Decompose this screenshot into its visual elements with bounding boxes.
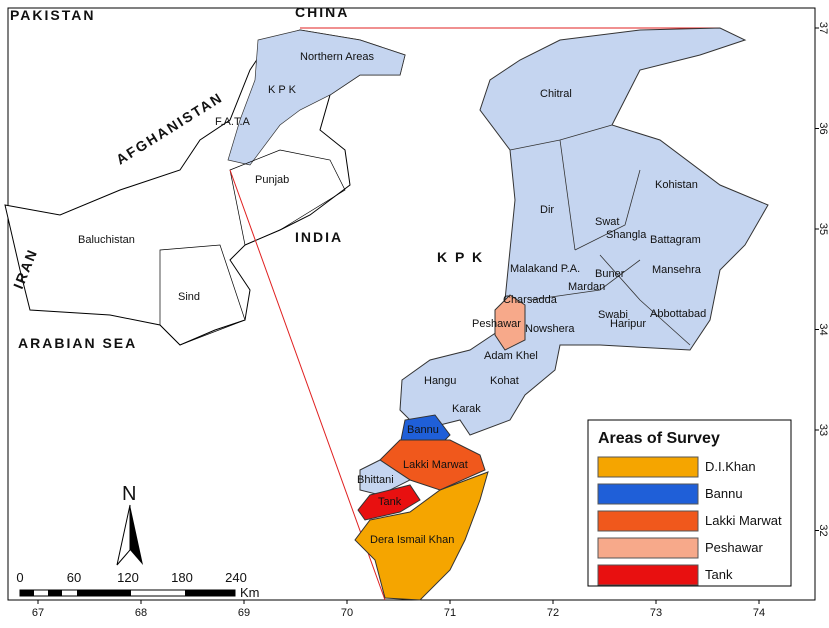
district-label: Bannu [407, 424, 439, 436]
legend-label: Tank [705, 567, 733, 582]
legend-label: Lakki Marwat [705, 513, 782, 528]
scale-bar [185, 590, 235, 596]
scale-unit: Km [240, 585, 260, 600]
district-label: Dir [540, 204, 554, 216]
legend-swatch [597, 564, 699, 586]
district-label: Haripur [610, 318, 646, 330]
scale-tick-label: 120 [117, 570, 139, 585]
inset-label: Northern Areas [300, 51, 374, 63]
legend-swatch [597, 456, 699, 478]
north-arrow [130, 505, 143, 565]
legend-label: D.I.Khan [705, 459, 756, 474]
longitude-label: 68 [135, 607, 147, 619]
inset-label: Baluchistan [78, 234, 135, 246]
scale-bar [20, 590, 34, 596]
kpk-region [399, 27, 769, 436]
legend-title: Areas of Survey [598, 430, 720, 447]
district-label: Charsadda [503, 294, 558, 306]
legend-label: Bannu [705, 486, 743, 501]
scale-tick-label: 60 [67, 570, 81, 585]
sind-outline [159, 244, 246, 346]
inset-label: PAKISTAN [10, 7, 95, 23]
legend-swatch [597, 537, 699, 559]
longitude-label: 71 [444, 607, 456, 619]
north-arrow [116, 504, 131, 566]
survey-area [494, 294, 526, 351]
district-label: Shangla [606, 229, 647, 241]
district-label: Lakki Marwat [403, 459, 468, 471]
latitude-label: 34 [817, 323, 829, 335]
district-label: Nowshera [525, 323, 575, 335]
legend-label: Peshawar [705, 540, 763, 555]
district-label: Tank [378, 496, 402, 508]
scale-bar [48, 590, 62, 596]
bhittani-region [359, 459, 411, 496]
district-label: Abbottabad [650, 308, 706, 320]
district-label: Mansehra [652, 264, 702, 276]
district-label: Swabi [598, 309, 628, 321]
district-label: Kohat [490, 375, 519, 387]
longitude-label: 72 [547, 607, 559, 619]
district-label: Buner [595, 268, 625, 280]
district-label: Peshawar [472, 318, 521, 330]
longitude-label: 67 [32, 607, 44, 619]
scale-tick-label: 180 [171, 570, 193, 585]
survey-area [357, 484, 421, 521]
zoom-line [229, 169, 386, 601]
northern-region [227, 29, 406, 166]
district-label: Kohistan [655, 179, 698, 191]
longitude-label: 69 [238, 607, 250, 619]
scale-tick-label: 0 [16, 570, 23, 585]
inset-label: INDIA [295, 229, 343, 245]
legend-swatch [597, 510, 699, 532]
scale-tick-label: 240 [225, 570, 247, 585]
survey-area [354, 471, 489, 601]
district-label: Swat [595, 216, 619, 228]
latitude-label: 37 [817, 22, 829, 34]
latitude-label: 35 [817, 223, 829, 235]
longitude-label: 74 [753, 607, 765, 619]
latitude-label: 33 [817, 424, 829, 436]
district-label: Battagram [650, 234, 701, 246]
punjab-outline [229, 149, 346, 246]
scale-bar [77, 590, 131, 596]
inset-label: CHINA [295, 4, 349, 20]
legend-swatch [597, 483, 699, 505]
district-label: Mardan [568, 281, 605, 293]
latitude-label: 32 [817, 524, 829, 536]
district-label: Malakand P.A. [510, 263, 580, 275]
latitude-label: 36 [817, 122, 829, 134]
district-label: Bhittani [357, 474, 394, 486]
longitude-label: 70 [341, 607, 353, 619]
district-label: Karak [452, 403, 481, 415]
inset-label: Punjab [255, 174, 289, 186]
district-label: Dera Ismail Khan [370, 534, 454, 546]
district-borders [509, 124, 691, 346]
main-label: K P K [437, 249, 484, 265]
inset-label: Sind [178, 291, 200, 303]
district-label: Hangu [424, 375, 456, 387]
inset-label: ARABIAN SEA [18, 335, 137, 351]
inset-label: F.A.T.A [215, 116, 251, 128]
district-label: Chitral [540, 88, 572, 100]
longitude-label: 73 [650, 607, 662, 619]
inset-label: K P K [268, 84, 297, 96]
north-label: N [122, 483, 136, 505]
district-label: Adam Khel [484, 350, 538, 362]
